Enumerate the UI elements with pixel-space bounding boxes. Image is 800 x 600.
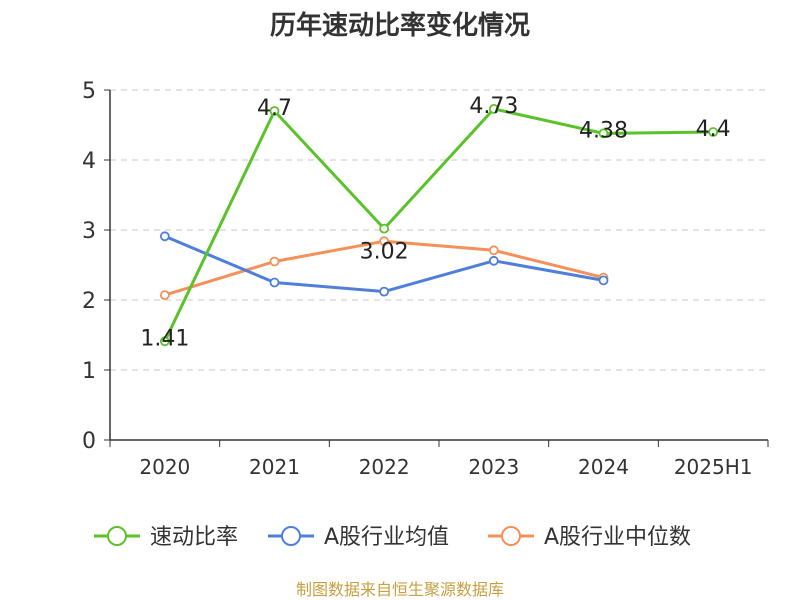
- x-tick-label: 2022: [359, 455, 410, 479]
- data-point: [159, 336, 170, 347]
- data-label: 4.38: [579, 118, 628, 143]
- data-point: [159, 231, 170, 242]
- legend-label: A股行业均值: [324, 525, 449, 550]
- data-point: [269, 106, 280, 116]
- data-point: [269, 277, 280, 288]
- data-point: [488, 255, 499, 266]
- data-label: 4.7: [257, 96, 292, 121]
- y-tick-label: 3: [82, 219, 96, 244]
- series-group: [159, 104, 719, 347]
- x-tick-label: 2020: [139, 455, 190, 479]
- data-point: [488, 104, 499, 114]
- footer-source: 制图数据来自恒生聚源数据库: [296, 580, 504, 599]
- legend-label: 速动比率: [150, 525, 238, 550]
- data-labels: 1.41 4.7 3.02 4.73 4.38 4.4: [140, 94, 730, 351]
- data-point: [379, 223, 390, 234]
- axes: 0 1 2 3 4 5 2020 2021 2022 2023 2024 2025H1: [82, 79, 769, 479]
- legend-label: A股行业中位数: [544, 525, 691, 550]
- data-point: [159, 290, 170, 301]
- y-tick-label: 4: [82, 149, 96, 174]
- x-tick-label: 2024: [578, 455, 629, 479]
- data-label: 4.4: [696, 117, 731, 142]
- data-label: 1.41: [140, 326, 189, 351]
- data-point: [269, 256, 280, 267]
- legend-marker: [281, 526, 301, 546]
- legend-marker: [501, 526, 521, 546]
- data-point: [379, 286, 390, 297]
- data-point: [379, 236, 390, 247]
- data-point: [598, 275, 609, 286]
- y-tick-label: 2: [82, 289, 96, 314]
- data-label: 4.73: [469, 94, 518, 119]
- legend-marker: [107, 526, 127, 546]
- series-line: [163, 107, 714, 342]
- data-point: [708, 127, 719, 137]
- x-tick-label: 2023: [468, 455, 519, 479]
- y-tick-label: 5: [82, 79, 96, 104]
- data-label: 3.02: [360, 240, 409, 265]
- y-tick-label: 0: [82, 429, 96, 454]
- x-tick-label: 2021: [249, 455, 300, 479]
- chart-title: 历年速动比率变化情况: [270, 10, 530, 41]
- y-tick-label: 1: [82, 359, 96, 384]
- x-tick-label: 2025H1: [674, 455, 753, 479]
- data-point: [598, 128, 609, 139]
- legend: 速动比率 A股行业均值 A股行业中位数: [94, 525, 691, 550]
- data-point: [488, 245, 499, 256]
